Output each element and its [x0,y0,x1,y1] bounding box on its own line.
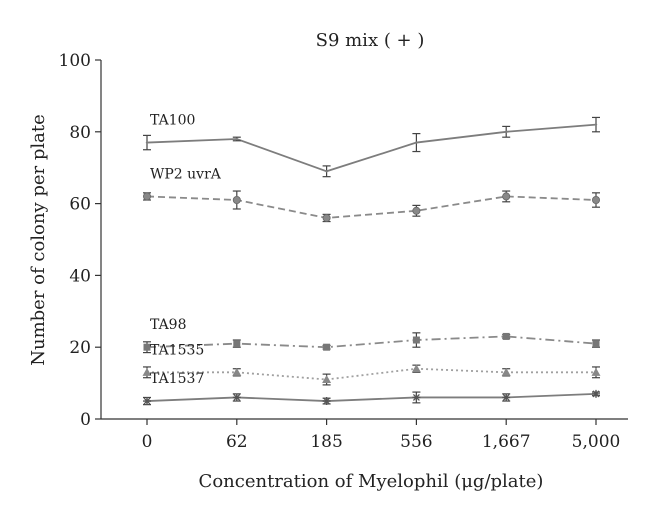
series-line-ta1537 [146,392,597,402]
data-point [592,389,600,398]
x-axis-title: Concentration of Myelophil (μg/plate) [199,471,544,492]
y-tick-label: 80 [69,123,91,143]
data-point [412,206,421,215]
series-ta1535: TA1535 [142,342,601,386]
series-label-ta98: TA98 [150,317,187,333]
data-point [143,343,151,351]
data-point [502,332,510,340]
data-point [501,367,511,376]
series-ta1537: TA1537 [143,371,600,406]
data-point [145,141,149,144]
data-point [232,367,242,376]
series-line-ta1535 [147,367,596,381]
series-label-ta1535: TA1535 [150,342,204,358]
data-point [232,393,241,402]
data-point [411,364,421,373]
y-tick-label: 60 [69,195,91,215]
data-point [323,343,331,351]
y-tick-label: 100 [59,51,91,71]
data-point [412,393,421,402]
series-wp2-uvra: WP2 uvrA [142,166,601,223]
series-label-ta100: TA100 [150,113,195,129]
series-line-ta98 [146,335,597,349]
data-point [233,340,241,348]
data-point [322,213,331,222]
y-tick-label: 20 [69,338,91,358]
y-axis: 0 20 40 60 80 100 [59,51,102,430]
y-tick-label: 0 [80,410,91,430]
x-tick-label: 1,667 [482,432,531,452]
series-ta100: TA100 [143,113,600,178]
x-tick-label: 556 [400,432,432,452]
series-ta98: TA98 [143,317,600,354]
data-point [322,397,331,406]
data-point [322,375,332,384]
x-tick-label: 185 [310,432,342,452]
data-point [415,141,418,144]
series-line-wp2-uvra [146,195,597,219]
data-point [592,196,601,205]
series-label-wp2-uvra: WP2 uvrA [150,166,222,182]
data-point [412,336,420,344]
data-point [142,192,151,201]
chart-title: S9 mix ( + ) [316,30,425,51]
data-point [502,192,511,201]
data-point [505,130,508,133]
data-point [591,367,601,376]
data-point [143,397,151,406]
series-line-ta100 [146,123,597,173]
data-point [502,393,511,402]
data-point [594,123,598,126]
data-point [325,170,328,173]
data-point [235,137,238,141]
y-axis-title: Number of colony per plate [28,114,49,366]
x-tick-label: 62 [226,432,248,452]
data-point [592,340,600,348]
y-tick-label: 40 [69,266,91,286]
x-axis: 0 62 185 556 1,667 5,000 [101,418,628,452]
x-tick-label: 0 [142,432,153,452]
data-point [142,367,152,376]
series-layer: TA100 WP2 uvrA TA98 TA1535 TA1537 [142,113,601,406]
x-tick-label: 5,000 [572,432,621,452]
data-point [232,196,241,205]
series-label-ta1537: TA1537 [150,371,204,387]
